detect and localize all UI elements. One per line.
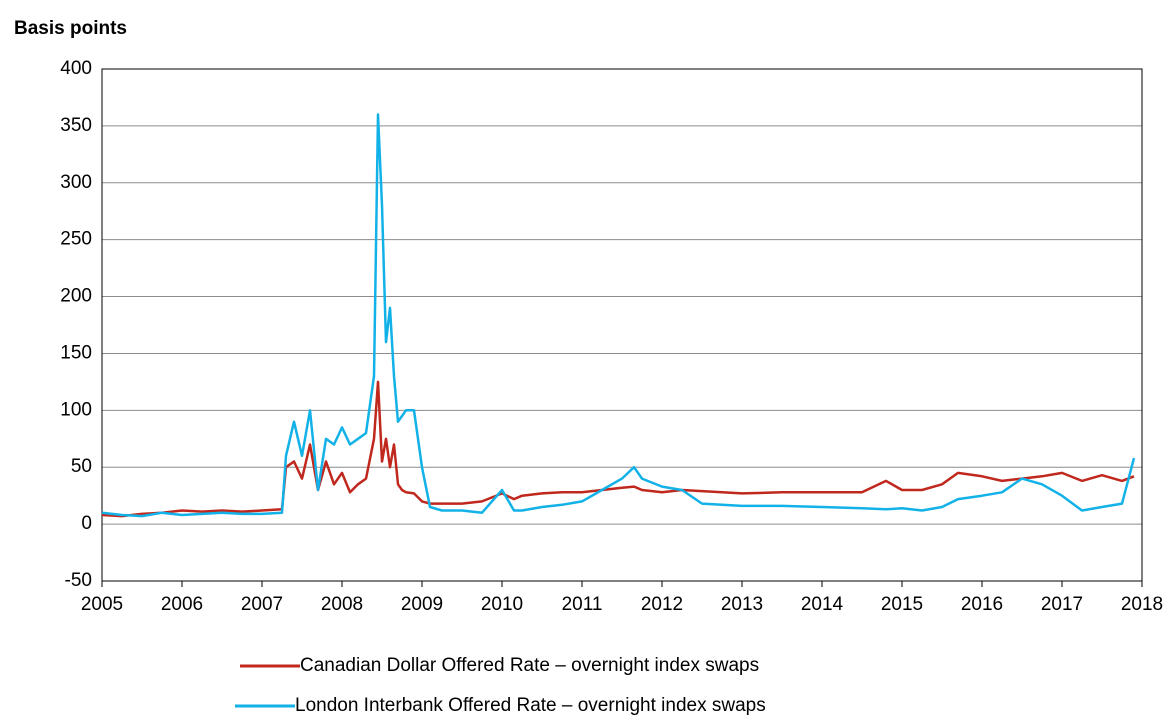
plot-frame (101, 68, 1143, 582)
data-line (101, 113, 1136, 518)
y-tick-label: 150 (60, 342, 92, 363)
x-tick-label: 2017 (1041, 594, 1083, 615)
y-tick-label: 400 (60, 58, 92, 79)
data-line (101, 380, 1135, 518)
x-tick-label: 2016 (961, 594, 1003, 615)
y-tick-label: 300 (60, 172, 92, 193)
y-tick-label: 0 (81, 513, 92, 534)
x-tick-label: 2018 (1121, 594, 1163, 615)
legend-label: London Interbank Offered Rate – overnigh… (295, 695, 766, 716)
x-tick-label: 2007 (241, 594, 283, 615)
x-tick-label: 2015 (881, 594, 923, 615)
x-tick-label: 2012 (641, 594, 683, 615)
legend-label: Canadian Dollar Offered Rate – overnight… (300, 655, 759, 676)
y-tick-label: 100 (60, 399, 92, 420)
y-tick-label: 200 (60, 286, 92, 307)
x-tick-label: 2013 (721, 594, 763, 615)
x-tick-label: 2008 (321, 594, 363, 615)
y-axis-label: Basis points (14, 18, 127, 39)
x-tick-label: 2011 (562, 594, 603, 615)
x-tick-label: 2014 (801, 594, 844, 615)
y-tick-label: 250 (60, 229, 92, 250)
y-tick-label: -50 (65, 570, 92, 591)
y-tick-label: 50 (71, 456, 92, 477)
x-tick-label: 2006 (161, 594, 203, 615)
x-tick-label: 2009 (401, 594, 443, 615)
y-tick-label: 350 (60, 115, 92, 136)
x-tick-label: 2010 (481, 594, 523, 615)
x-tick-label: 2005 (81, 594, 123, 615)
